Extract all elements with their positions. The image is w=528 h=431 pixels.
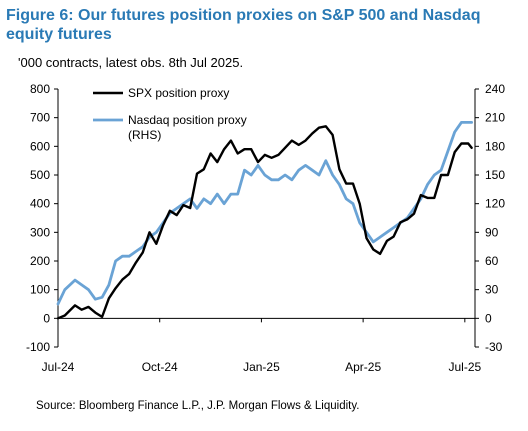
x-tick-label: Oct-24 [142, 360, 178, 374]
y-right-tick-label: 30 [485, 283, 499, 297]
plot-frame [57, 89, 476, 347]
y-left-tick-label: 200 [30, 254, 50, 268]
y-right-tick-label: 180 [485, 139, 505, 153]
y-left-tick-label: 800 [30, 82, 50, 96]
y-right-tick-label: 150 [485, 168, 505, 182]
y-right-tick-label: 60 [485, 254, 499, 268]
y-left-tick-label: 300 [30, 225, 50, 239]
x-tick-label: Jul-24 [42, 360, 75, 374]
y-right-tick-label: 90 [485, 225, 499, 239]
y-axis-right: -30 0 30 60 90 120 150 180 210 240 [475, 82, 505, 354]
series-line-spx [56, 125, 473, 320]
x-tick-label: Jul-25 [448, 360, 481, 374]
legend-label-spx: SPX position proxy [128, 86, 229, 100]
chart-subtitle: '000 contracts, latest obs. 8th Jul 2025… [18, 55, 244, 70]
y-right-tick-label: 210 [485, 111, 505, 125]
x-axis: Jul-24 Oct-24 Jan-25 Apr-25 Jul-25 [42, 318, 481, 374]
legend-label-nasdaq: Nasdaq position proxy [128, 113, 247, 127]
y-left-tick-label: 0 [43, 311, 50, 325]
series-layer [56, 121, 473, 320]
y-axis-left: -100 0 100 200 300 400 500 600 700 800 [26, 82, 58, 354]
legend: SPX position proxy Nasdaq position proxy(… [93, 86, 247, 142]
y-right-tick-label: -30 [485, 340, 503, 354]
y-right-tick-label: 240 [485, 82, 505, 96]
series-line-nasdaq [56, 121, 473, 306]
chart-source: Source: Bloomberg Finance L.P., J.P. Mor… [36, 400, 360, 412]
y-left-tick-label: 600 [30, 139, 50, 153]
x-tick-label: Apr-25 [345, 360, 381, 374]
y-left-tick-label: 700 [30, 111, 50, 125]
y-left-tick-label: 100 [30, 283, 50, 297]
chart-title: Figure 6: Our futures position proxies o… [6, 7, 481, 43]
y-left-tick-label: 400 [30, 197, 50, 211]
y-right-tick-label: 120 [485, 197, 505, 211]
legend-label-nasdaq: (RHS) [128, 128, 161, 142]
y-left-tick-label: -100 [26, 340, 50, 354]
x-tick-label: Jan-25 [243, 360, 280, 374]
y-right-tick-label: 0 [485, 311, 492, 325]
y-left-tick-label: 500 [30, 168, 50, 182]
